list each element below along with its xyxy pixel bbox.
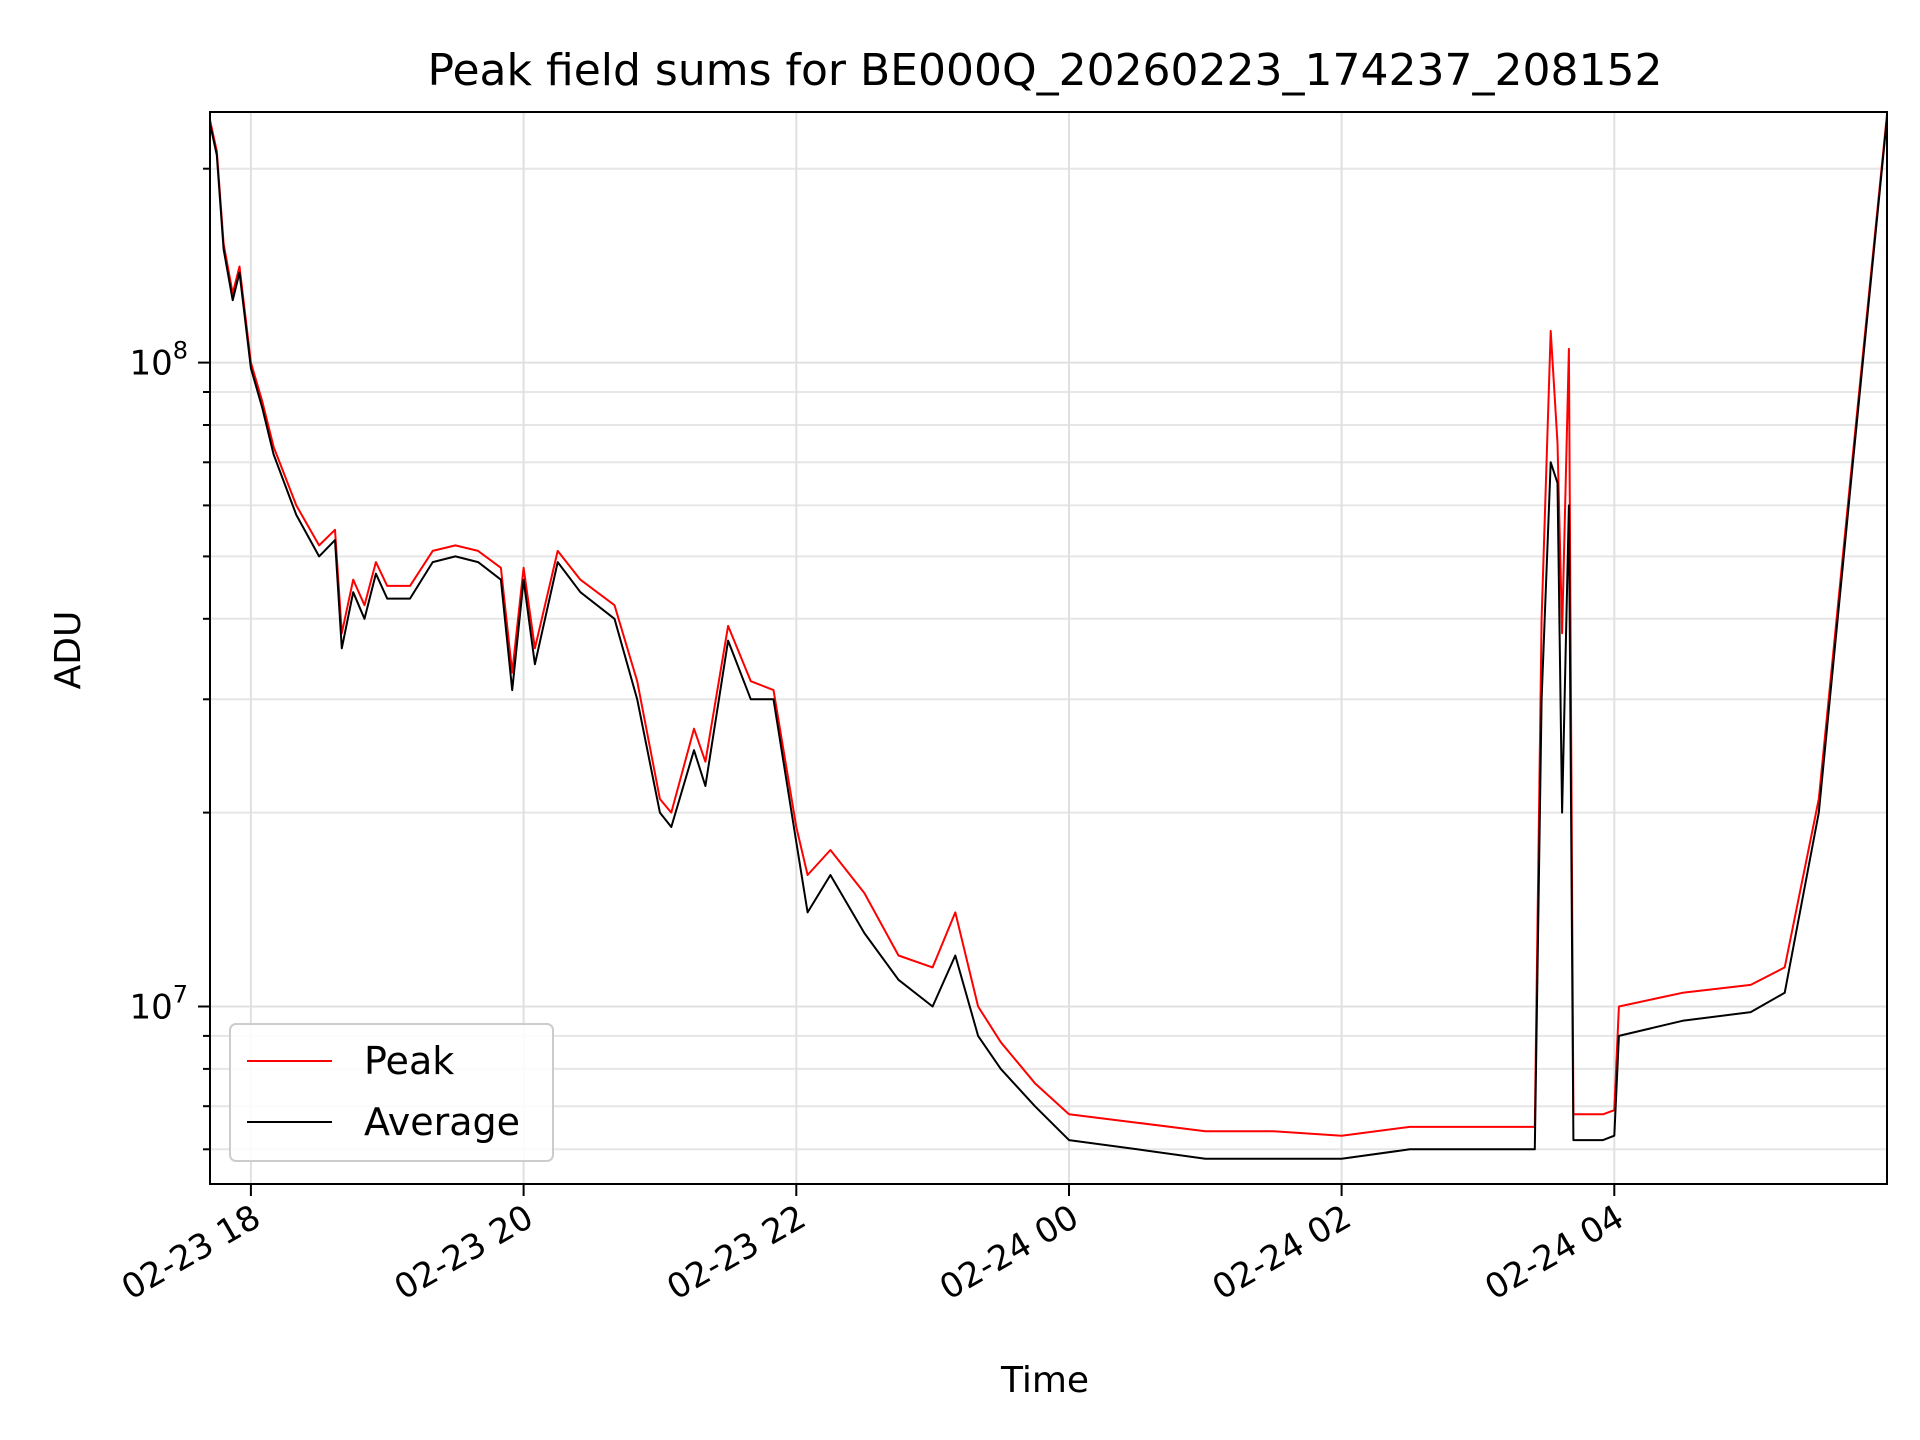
chart-title: Peak field sums for BE000Q_20260223_1742… [428, 45, 1663, 96]
y-tick-label: 108 [129, 337, 188, 384]
y-axis-label: ADU [48, 611, 89, 690]
plot-area-frame [209, 111, 1888, 1185]
legend: Peak Average [229, 1023, 554, 1162]
series-layer [209, 114, 1888, 1160]
series-line-peak [209, 114, 1888, 1137]
legend-label-average: Average [364, 1100, 520, 1144]
x-axis-label: Time [1000, 1360, 1089, 1401]
y-tick-label: 107 [129, 981, 188, 1028]
legend-label-peak: Peak [364, 1039, 454, 1083]
x-tick-label: 02-24 02 [1206, 1197, 1358, 1308]
legend-box [229, 1023, 554, 1162]
x-tick-label: 02-24 00 [933, 1197, 1085, 1308]
x-tick-label: 02-23 18 [115, 1197, 267, 1308]
x-tick-label: 02-23 20 [388, 1197, 540, 1308]
series-line-average [209, 117, 1888, 1160]
grid [210, 112, 1887, 1184]
x-tick-label: 02-24 04 [1478, 1197, 1630, 1308]
x-tick-label: 02-23 22 [660, 1197, 812, 1308]
